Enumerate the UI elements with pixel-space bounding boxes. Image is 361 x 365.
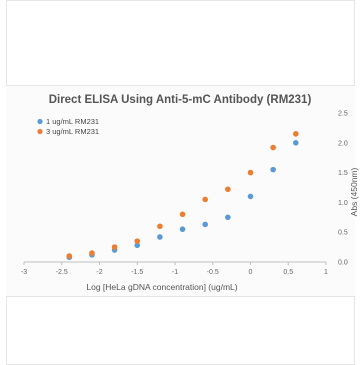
x-tick-label: 1 <box>324 269 328 276</box>
series-1 <box>66 140 299 261</box>
data-point <box>202 196 208 203</box>
data-point <box>111 244 118 250</box>
y-tick-label: 2.5 <box>338 111 348 118</box>
data-point <box>202 221 208 228</box>
data-point <box>270 166 276 173</box>
x-tick-label: -0.5 <box>207 269 219 276</box>
plot-area: -3 -2.5 -2 -1.5 -1 -0.5 0 0.5 1 0.0 0.5 1.0 1.5 2.0 2.… <box>21 111 348 277</box>
data-point <box>89 250 95 256</box>
legend-marker <box>37 128 43 135</box>
series-2 <box>66 131 299 259</box>
data-point <box>225 214 231 221</box>
x-tick-label: -2.5 <box>56 269 68 276</box>
data-point <box>225 186 231 193</box>
legend-marker <box>37 118 43 125</box>
x-tick-label: -2 <box>96 269 102 276</box>
x-axis-label: Log [HeLa gDNA concentration] (ug/mL) <box>86 282 237 292</box>
legend-label: 1 ug/mL RM231 <box>46 117 99 126</box>
x-tick-label: 0.5 <box>283 269 293 276</box>
data-point <box>157 223 163 230</box>
data-point <box>157 234 163 240</box>
x-tick-label: 0 <box>249 269 253 276</box>
x-tick-label: -1.5 <box>131 269 143 276</box>
data-point <box>293 131 299 137</box>
data-point <box>270 144 276 151</box>
y-tick-label: 2.0 <box>338 140 348 147</box>
data-point <box>134 238 141 244</box>
data-point <box>293 140 299 146</box>
y-tick-label: 0.0 <box>338 260 348 267</box>
data-point <box>134 242 141 249</box>
legend-label: 3 ug/mL RM231 <box>46 127 99 136</box>
chart-title: Direct ELISA Using Anti-5-mC Antibody (R… <box>49 94 312 106</box>
y-axis-label: Abs (450nm) <box>349 168 359 217</box>
y-tick-label: 0.5 <box>338 230 348 237</box>
y-tick-label: 1.0 <box>338 200 348 207</box>
y-tick-label: 1.5 <box>338 170 348 177</box>
x-tick-label: -3 <box>21 269 27 276</box>
data-point <box>247 169 254 176</box>
x-tick-label: -1 <box>172 269 178 276</box>
data-point <box>247 193 254 200</box>
data-point <box>179 211 186 218</box>
data-point <box>66 253 73 259</box>
data-point <box>179 226 186 233</box>
